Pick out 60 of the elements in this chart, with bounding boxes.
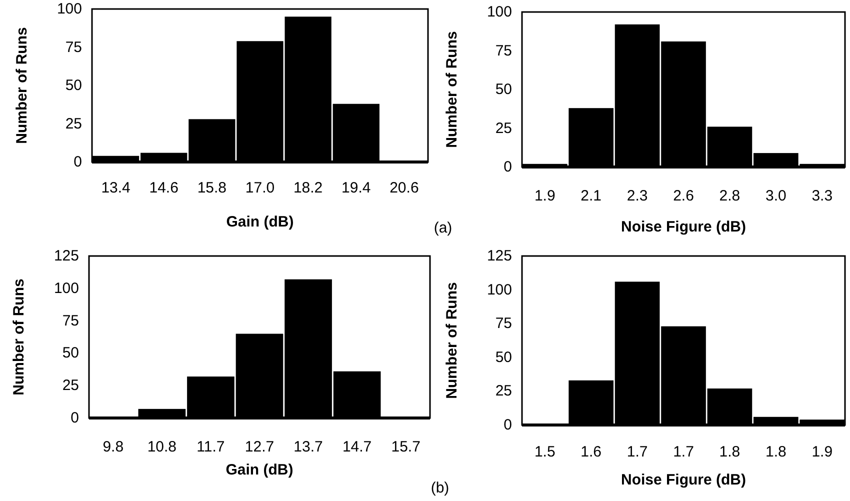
y-axis-title: Number of Runs [444, 282, 460, 399]
y-tick-label: 75 [65, 38, 82, 56]
y-tick-label: 50 [62, 344, 79, 362]
x-tick-label: 18.2 [293, 180, 323, 196]
y-tick-label: 75 [495, 315, 512, 332]
x-tick-label: 13.7 [294, 438, 323, 456]
y-axis-title: Number of Runs [14, 27, 30, 144]
x-axis-title: Gain (dB) [226, 214, 294, 230]
x-tick-label: 1.9 [534, 188, 556, 204]
x-tick-label: 20.6 [390, 180, 419, 196]
y-tick-label: 25 [65, 115, 82, 132]
x-tick-label: 2.3 [626, 188, 648, 204]
x-axis-title: Gain (dB) [226, 462, 294, 478]
x-tick-label: 14.6 [149, 180, 178, 196]
x-tick-label: 13.4 [101, 180, 130, 196]
x-tick-label: 1.8 [765, 444, 786, 460]
y-tick-label: 25 [495, 382, 512, 400]
x-tick-label: 14.7 [342, 438, 372, 456]
x-tick-label: 1.5 [534, 444, 556, 460]
y-tick-label: 75 [495, 42, 512, 60]
y-tick-label: 0 [74, 154, 82, 170]
x-tick-label: 1.7 [626, 444, 648, 460]
y-tick-label: 50 [495, 81, 512, 98]
x-tick-label: 11.7 [196, 438, 225, 456]
y-tick-label: 0 [504, 416, 512, 434]
x-tick-label: 9.8 [102, 438, 124, 456]
x-tick-label: 15.8 [197, 180, 227, 196]
y-tick-label: 0 [504, 158, 512, 176]
x-tick-label: 3.3 [812, 188, 833, 204]
x-tick-label: 1.6 [580, 444, 602, 460]
x-tick-label: 10.8 [147, 438, 177, 456]
y-tick-label: 100 [56, 0, 82, 18]
x-tick-label: 2.8 [719, 188, 740, 204]
x-tick-label: 1.7 [673, 444, 694, 460]
y-tick-label: 25 [62, 377, 79, 394]
x-axis-title: Noise Figure (dB) [620, 472, 746, 488]
text: (b) [430, 480, 450, 496]
x-axis-title: Noise Figure (dB) [620, 218, 746, 236]
x-tick-label: 3.0 [765, 188, 786, 204]
y-tick-label: 50 [495, 348, 512, 366]
x-tick-label: 2.6 [673, 188, 694, 204]
x-tick-label: 17.0 [245, 180, 275, 196]
y-tick-label: 50 [65, 77, 82, 94]
y-axis-title: Number of Runs [10, 278, 28, 396]
x-tick-label: 19.4 [342, 180, 371, 196]
y-tick-label: 125 [54, 248, 79, 264]
y-tick-label: 0 [70, 410, 79, 426]
y-tick-label: 75 [62, 312, 79, 330]
y-tick-label: 100 [54, 280, 79, 297]
x-tick-label: 2.1 [580, 188, 602, 204]
y-tick-label: 100 [486, 281, 512, 298]
x-tick-label: 12.7 [244, 438, 274, 456]
x-tick-label: 1.9 [812, 444, 833, 460]
y-tick-label: 125 [486, 248, 512, 264]
x-tick-label: 15.7 [391, 438, 420, 456]
x-tick-label: 1.8 [719, 444, 740, 460]
text: (a) [434, 220, 452, 236]
y-tick-label: 25 [495, 120, 512, 137]
y-axis-title: Number of Runs [444, 31, 460, 148]
y-tick-label: 100 [486, 4, 512, 20]
